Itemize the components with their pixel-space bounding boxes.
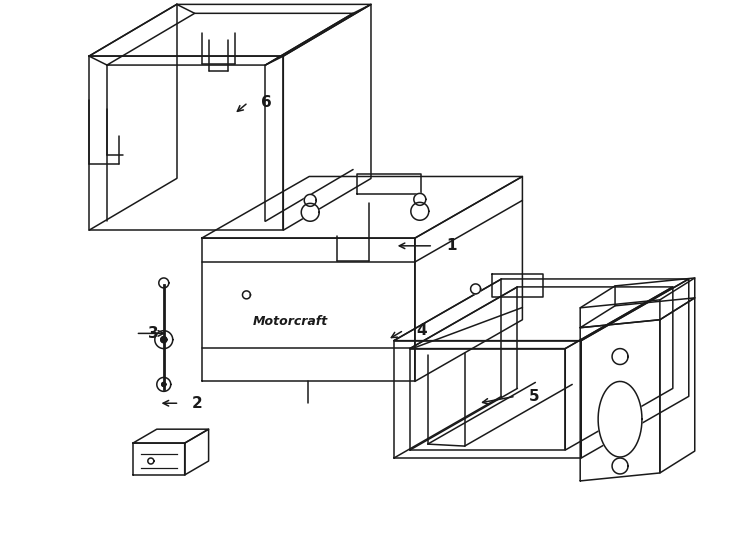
Polygon shape (612, 458, 628, 474)
Polygon shape (242, 291, 250, 299)
Polygon shape (470, 284, 481, 294)
Polygon shape (414, 193, 426, 205)
Polygon shape (612, 349, 628, 365)
Polygon shape (598, 381, 642, 457)
Text: 3: 3 (148, 326, 159, 341)
Text: 6: 6 (261, 95, 272, 110)
Polygon shape (161, 336, 167, 342)
Polygon shape (159, 278, 169, 288)
Text: 1: 1 (446, 238, 457, 253)
Text: 2: 2 (192, 396, 203, 411)
Text: 4: 4 (416, 323, 427, 338)
Polygon shape (161, 382, 166, 387)
Polygon shape (301, 204, 319, 221)
Polygon shape (305, 194, 316, 206)
Polygon shape (157, 377, 171, 392)
Polygon shape (148, 458, 154, 464)
Text: 5: 5 (528, 389, 539, 404)
Text: Motorcraft: Motorcraft (252, 315, 328, 328)
Polygon shape (155, 330, 172, 349)
Polygon shape (411, 202, 429, 220)
